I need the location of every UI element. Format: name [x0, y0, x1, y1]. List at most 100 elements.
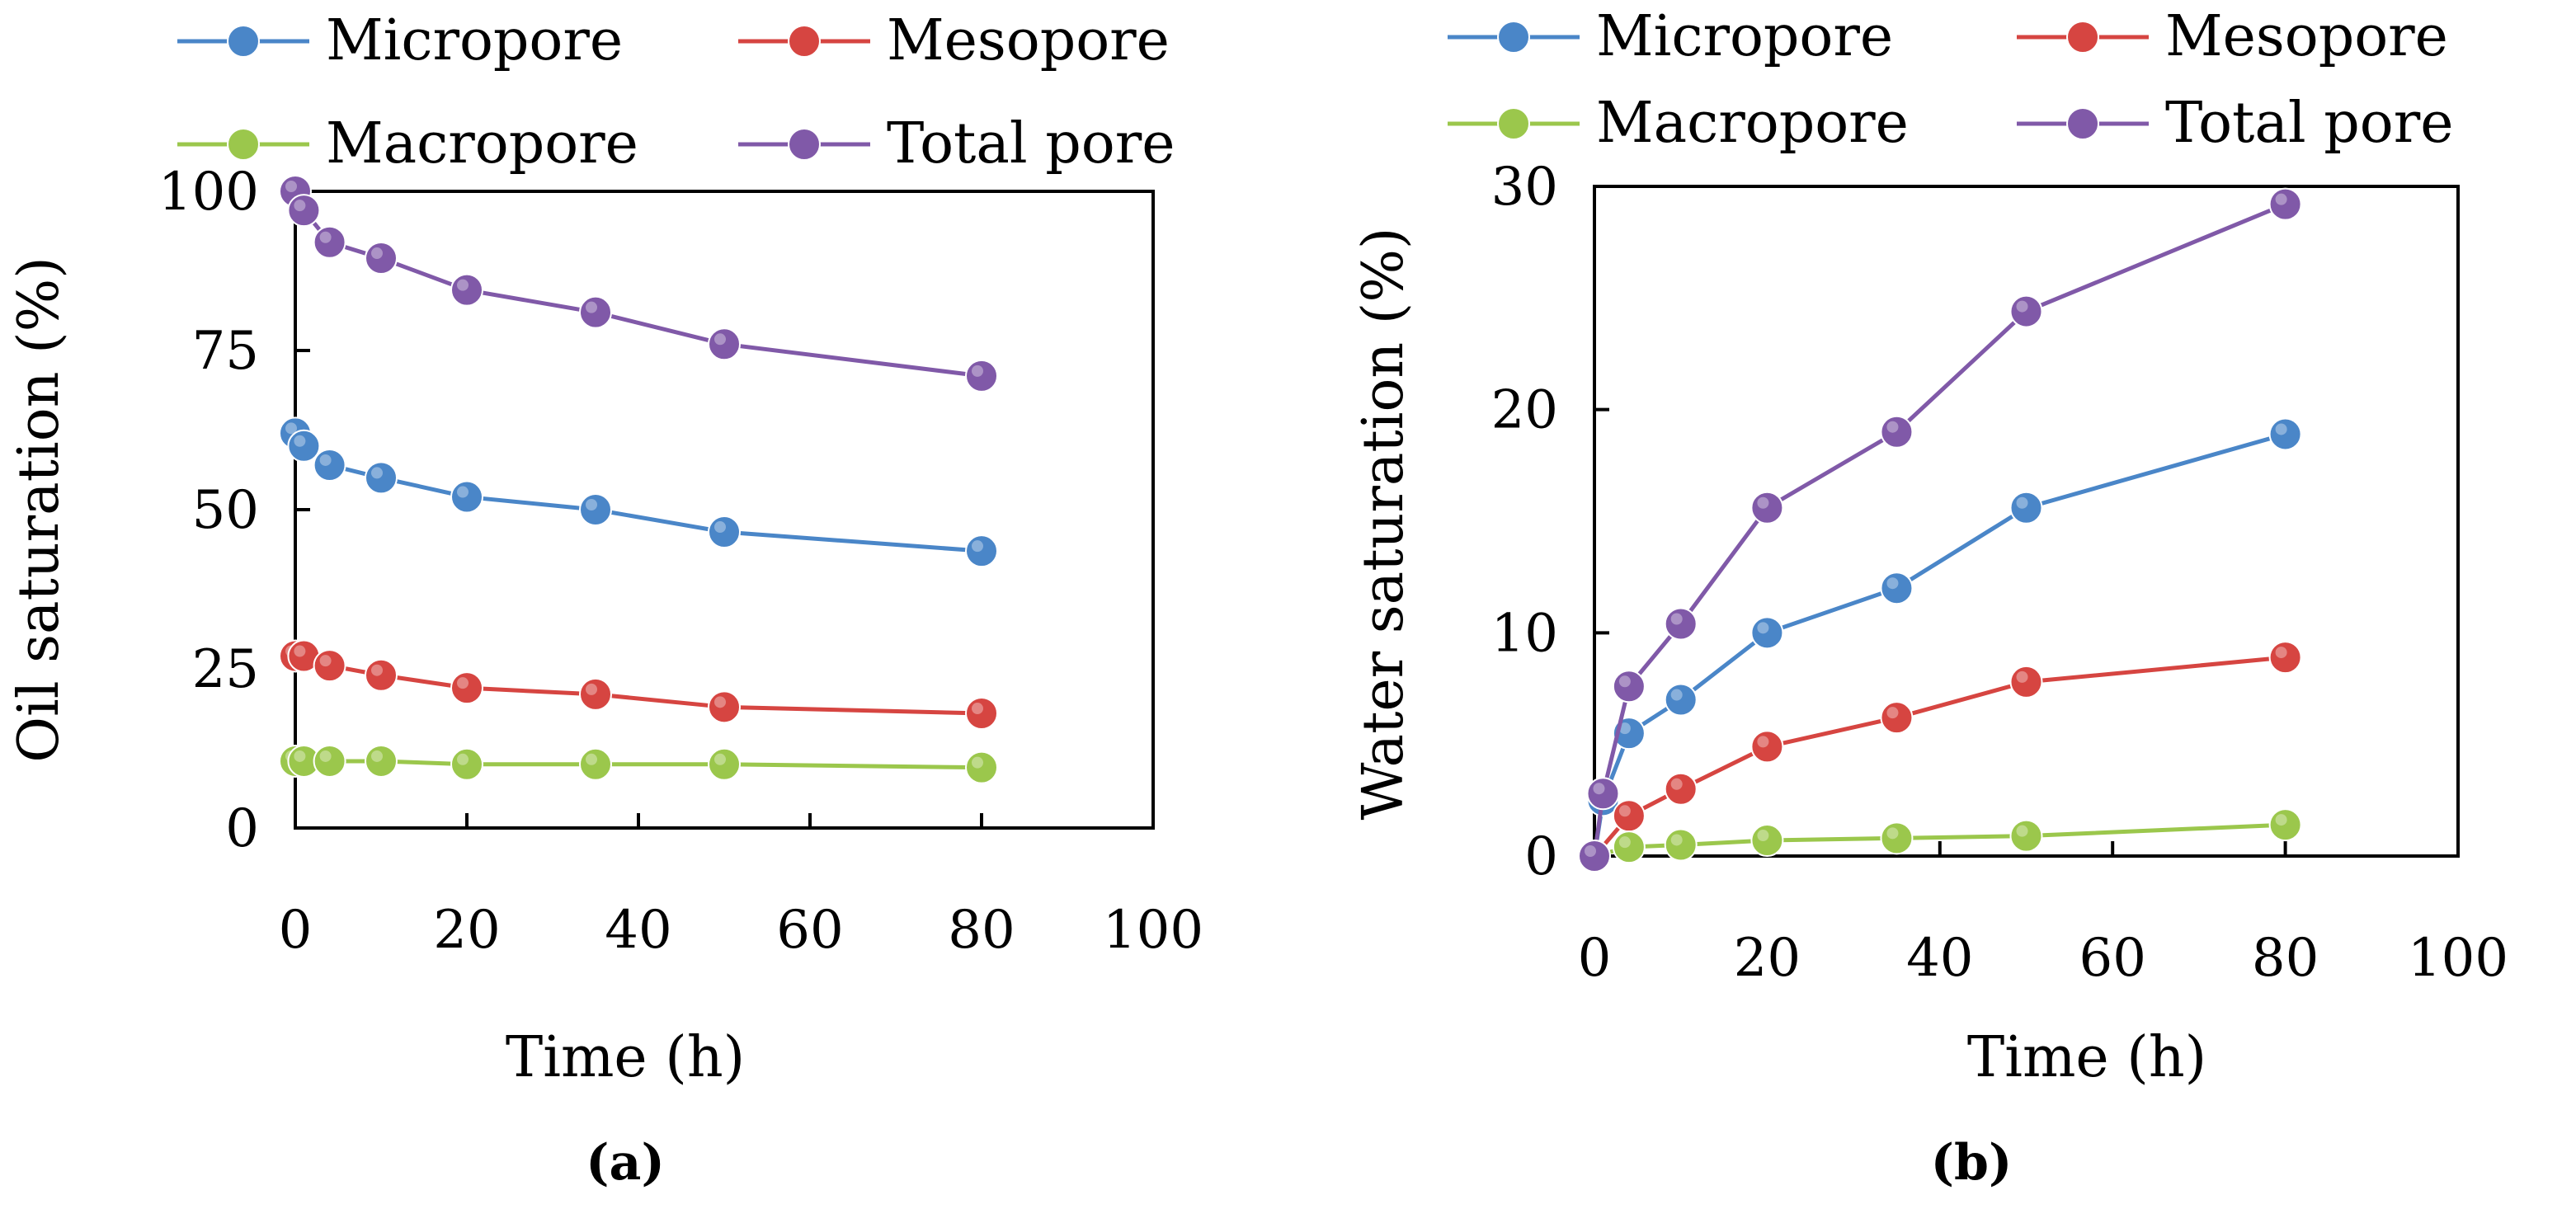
data-point-micropore-a [708, 515, 741, 549]
y-tick-label-a: 75 [192, 321, 259, 382]
data-point-mesopore-a [450, 671, 483, 705]
legend-label-total-pore-a: Total pore [887, 111, 1175, 176]
data-point-highlight-a [371, 664, 383, 676]
data-point-total-pore-b [1578, 840, 1611, 873]
data-point-macropore-a [365, 744, 398, 778]
data-point-highlight-b [1670, 834, 1683, 846]
data-point-macropore-a [313, 744, 346, 778]
x-tick-label-a: 20 [433, 900, 500, 961]
data-point-highlight-b [2275, 193, 2287, 205]
x-tick-label-a: 0 [279, 900, 313, 961]
data-point-total-pore-b [2268, 187, 2302, 221]
x-tick-label-a: 40 [605, 900, 671, 961]
data-point-highlight-b [2275, 814, 2287, 826]
data-point-total-pore-a [450, 273, 483, 307]
x-axis-title-a: Time (h) [506, 1025, 745, 1090]
data-point-mesopore-b [1612, 799, 1646, 833]
data-point-highlight-a [319, 231, 332, 243]
data-point-highlight-a [714, 696, 726, 708]
data-point-highlight-a [972, 365, 983, 377]
data-point-highlight-a [294, 750, 306, 762]
data-point-highlight-b [1670, 778, 1683, 790]
x-tick-label-b: 100 [2408, 928, 2508, 989]
data-point-highlight-a [294, 435, 306, 447]
data-point-macropore-b [1612, 830, 1646, 864]
legend-marker-micropore-a [227, 25, 260, 58]
data-point-mesopore-a [313, 649, 346, 683]
data-point-macropore-b [1750, 824, 1784, 858]
legend-label-mesopore-b: Mesopore [2165, 4, 2448, 69]
series-line-total-pore-a [293, 190, 982, 379]
data-point-highlight-b [1757, 496, 1769, 509]
x-tick-label-b: 80 [2252, 928, 2319, 989]
data-point-highlight-b [1886, 707, 1899, 719]
data-point-highlight-b [2016, 496, 2028, 509]
data-point-highlight-b [2016, 670, 2028, 683]
data-point-highlight-a [294, 200, 306, 212]
y-axis-title-b: Water saturation (%) [1351, 228, 1416, 821]
data-point-micropore-a [313, 448, 346, 482]
legend-label-micropore-b: Micropore [1596, 4, 1893, 69]
series-line-macropore-a [295, 759, 982, 770]
series-line-micropore-a [293, 431, 982, 553]
legend-marker-mesopore-a [788, 25, 821, 58]
x-tick-label-a: 80 [948, 900, 1015, 961]
x-tick-label-a: 100 [1103, 900, 1203, 961]
data-point-total-pore-a [365, 242, 398, 275]
data-point-highlight-b [2275, 647, 2287, 659]
data-point-highlight-a [714, 333, 726, 346]
data-point-highlight-b [1670, 689, 1683, 701]
data-point-highlight-a [457, 677, 469, 689]
data-point-total-pore-b [1880, 415, 1914, 449]
plot-frame-a [294, 190, 1155, 830]
data-point-mesopore-b [1750, 730, 1784, 764]
data-point-micropore-b [1664, 683, 1698, 717]
x-tick-label-b: 0 [1578, 928, 1612, 989]
x-axis-title-b: Time (h) [1967, 1025, 2206, 1090]
data-point-highlight-a [972, 756, 983, 769]
data-point-micropore-a [450, 480, 483, 514]
data-point-mesopore-b [2268, 641, 2302, 675]
x-tick-label-b: 20 [1734, 928, 1801, 989]
legend-a: Micropore Mesopore Macropore Total pore [177, 8, 1175, 176]
data-point-highlight-a [714, 521, 726, 534]
y-tick-label-a: 100 [158, 162, 259, 223]
data-point-highlight-a [319, 750, 332, 762]
data-point-micropore-b [1880, 572, 1914, 605]
x-ticks-b: 0 20 40 60 80 100 [1578, 841, 2508, 989]
data-point-highlight-a [457, 279, 469, 291]
y-tick-label-a: 50 [192, 480, 259, 541]
panel-label-b: (b) [1931, 1134, 2013, 1192]
y-axis-title-a: Oil saturation (%) [7, 256, 72, 763]
data-point-highlight-a [457, 753, 469, 765]
data-point-highlight-b [1757, 736, 1769, 748]
data-point-highlight-b [1618, 722, 1631, 735]
data-point-highlight-a [714, 753, 726, 765]
y-tick-label-a: 0 [225, 798, 259, 859]
data-point-macropore-b [1880, 821, 1914, 855]
y-tick-label-b: 30 [1491, 157, 1558, 218]
series-a [279, 175, 998, 784]
data-point-macropore-a [965, 750, 998, 784]
x-tick-label-b: 40 [1906, 928, 1973, 989]
data-point-total-pore-a [708, 327, 741, 361]
data-point-highlight-b [1670, 613, 1683, 625]
data-point-highlight-a [371, 750, 383, 762]
data-point-highlight-b [2275, 423, 2287, 435]
legend-marker-micropore-b [1497, 21, 1530, 54]
legend-marker-macropore-b [1497, 107, 1530, 140]
data-point-highlight-b [2016, 300, 2028, 313]
data-point-macropore-b [1664, 828, 1698, 862]
data-point-highlight-b [1757, 622, 1769, 634]
legend-label-total-pore-b: Total pore [2165, 91, 2453, 156]
data-point-mesopore-b [1880, 701, 1914, 735]
data-point-total-pore-a [965, 359, 998, 393]
data-point-micropore-a [965, 534, 998, 568]
legend-label-macropore-b: Macropore [1596, 91, 1909, 156]
x-tick-label-a: 60 [776, 900, 843, 961]
data-point-macropore-a [579, 747, 612, 781]
data-point-mesopore-b [1664, 772, 1698, 806]
data-point-highlight-a [972, 703, 983, 715]
legend-marker-macropore-a [227, 128, 260, 161]
y-tick-label-b: 10 [1491, 603, 1558, 664]
